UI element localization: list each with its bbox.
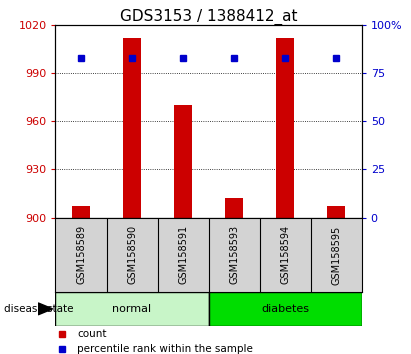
Bar [209, 292, 362, 326]
Bar [276, 38, 294, 218]
Title: GDS3153 / 1388412_at: GDS3153 / 1388412_at [120, 8, 297, 25]
Text: GSM158589: GSM158589 [76, 225, 86, 285]
Bar [55, 292, 209, 326]
Bar [123, 38, 141, 218]
Bar [174, 105, 192, 218]
Text: percentile rank within the sample: percentile rank within the sample [77, 344, 253, 354]
Text: GSM158595: GSM158595 [331, 225, 341, 285]
Bar [225, 199, 243, 218]
Text: GSM158593: GSM158593 [229, 225, 239, 285]
Text: normal: normal [113, 304, 152, 314]
Polygon shape [38, 303, 53, 315]
Text: disease state: disease state [4, 304, 74, 314]
Text: GSM158590: GSM158590 [127, 225, 137, 285]
Text: diabetes: diabetes [261, 304, 309, 314]
Bar [327, 206, 345, 218]
Text: count: count [77, 329, 106, 339]
Bar [72, 206, 90, 218]
Text: GSM158594: GSM158594 [280, 225, 290, 285]
Text: GSM158591: GSM158591 [178, 225, 188, 285]
